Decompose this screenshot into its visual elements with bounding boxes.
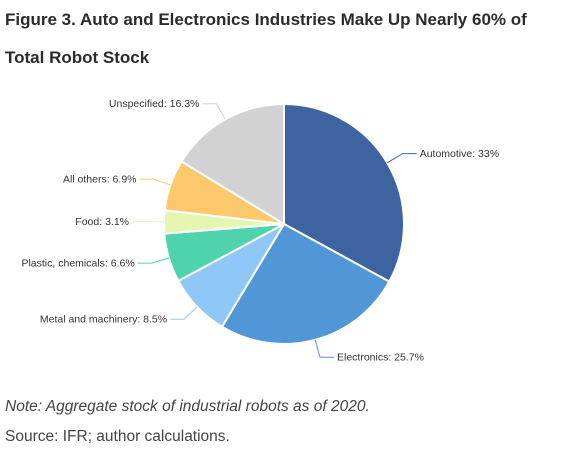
slice-label: Unspecified: 16.3% [109,98,199,110]
slice-label: Electronics: 25.7% [337,352,424,364]
chart-title-line-2: Total Robot Stock [5,48,150,67]
label-connector [137,257,170,264]
pie-chart: Automotive: 33% Electronics: 25.7% Metal a… [21,98,499,364]
label-connector [170,306,198,320]
label-connector [386,153,417,164]
chart-source: Source: IFR; author calculations. [5,428,230,445]
chart-note: Note: Aggregate stock of industrial robo… [5,398,370,415]
slice-label: Food: 3.1% [75,216,129,228]
slice-label: Automotive: 33% [420,148,499,160]
label-connector [202,103,226,120]
slice-label: All others: 6.9% [63,174,137,186]
slice-label: Plastic, chemicals: 6.6% [21,258,134,270]
label-connector [139,178,171,186]
chart-title-line-1: Figure 3. Auto and Electronics Industrie… [5,10,527,29]
slice-label: Metal and machinery: 8.5% [40,314,167,326]
pie-slice [221,223,391,345]
label-connector [314,339,334,358]
